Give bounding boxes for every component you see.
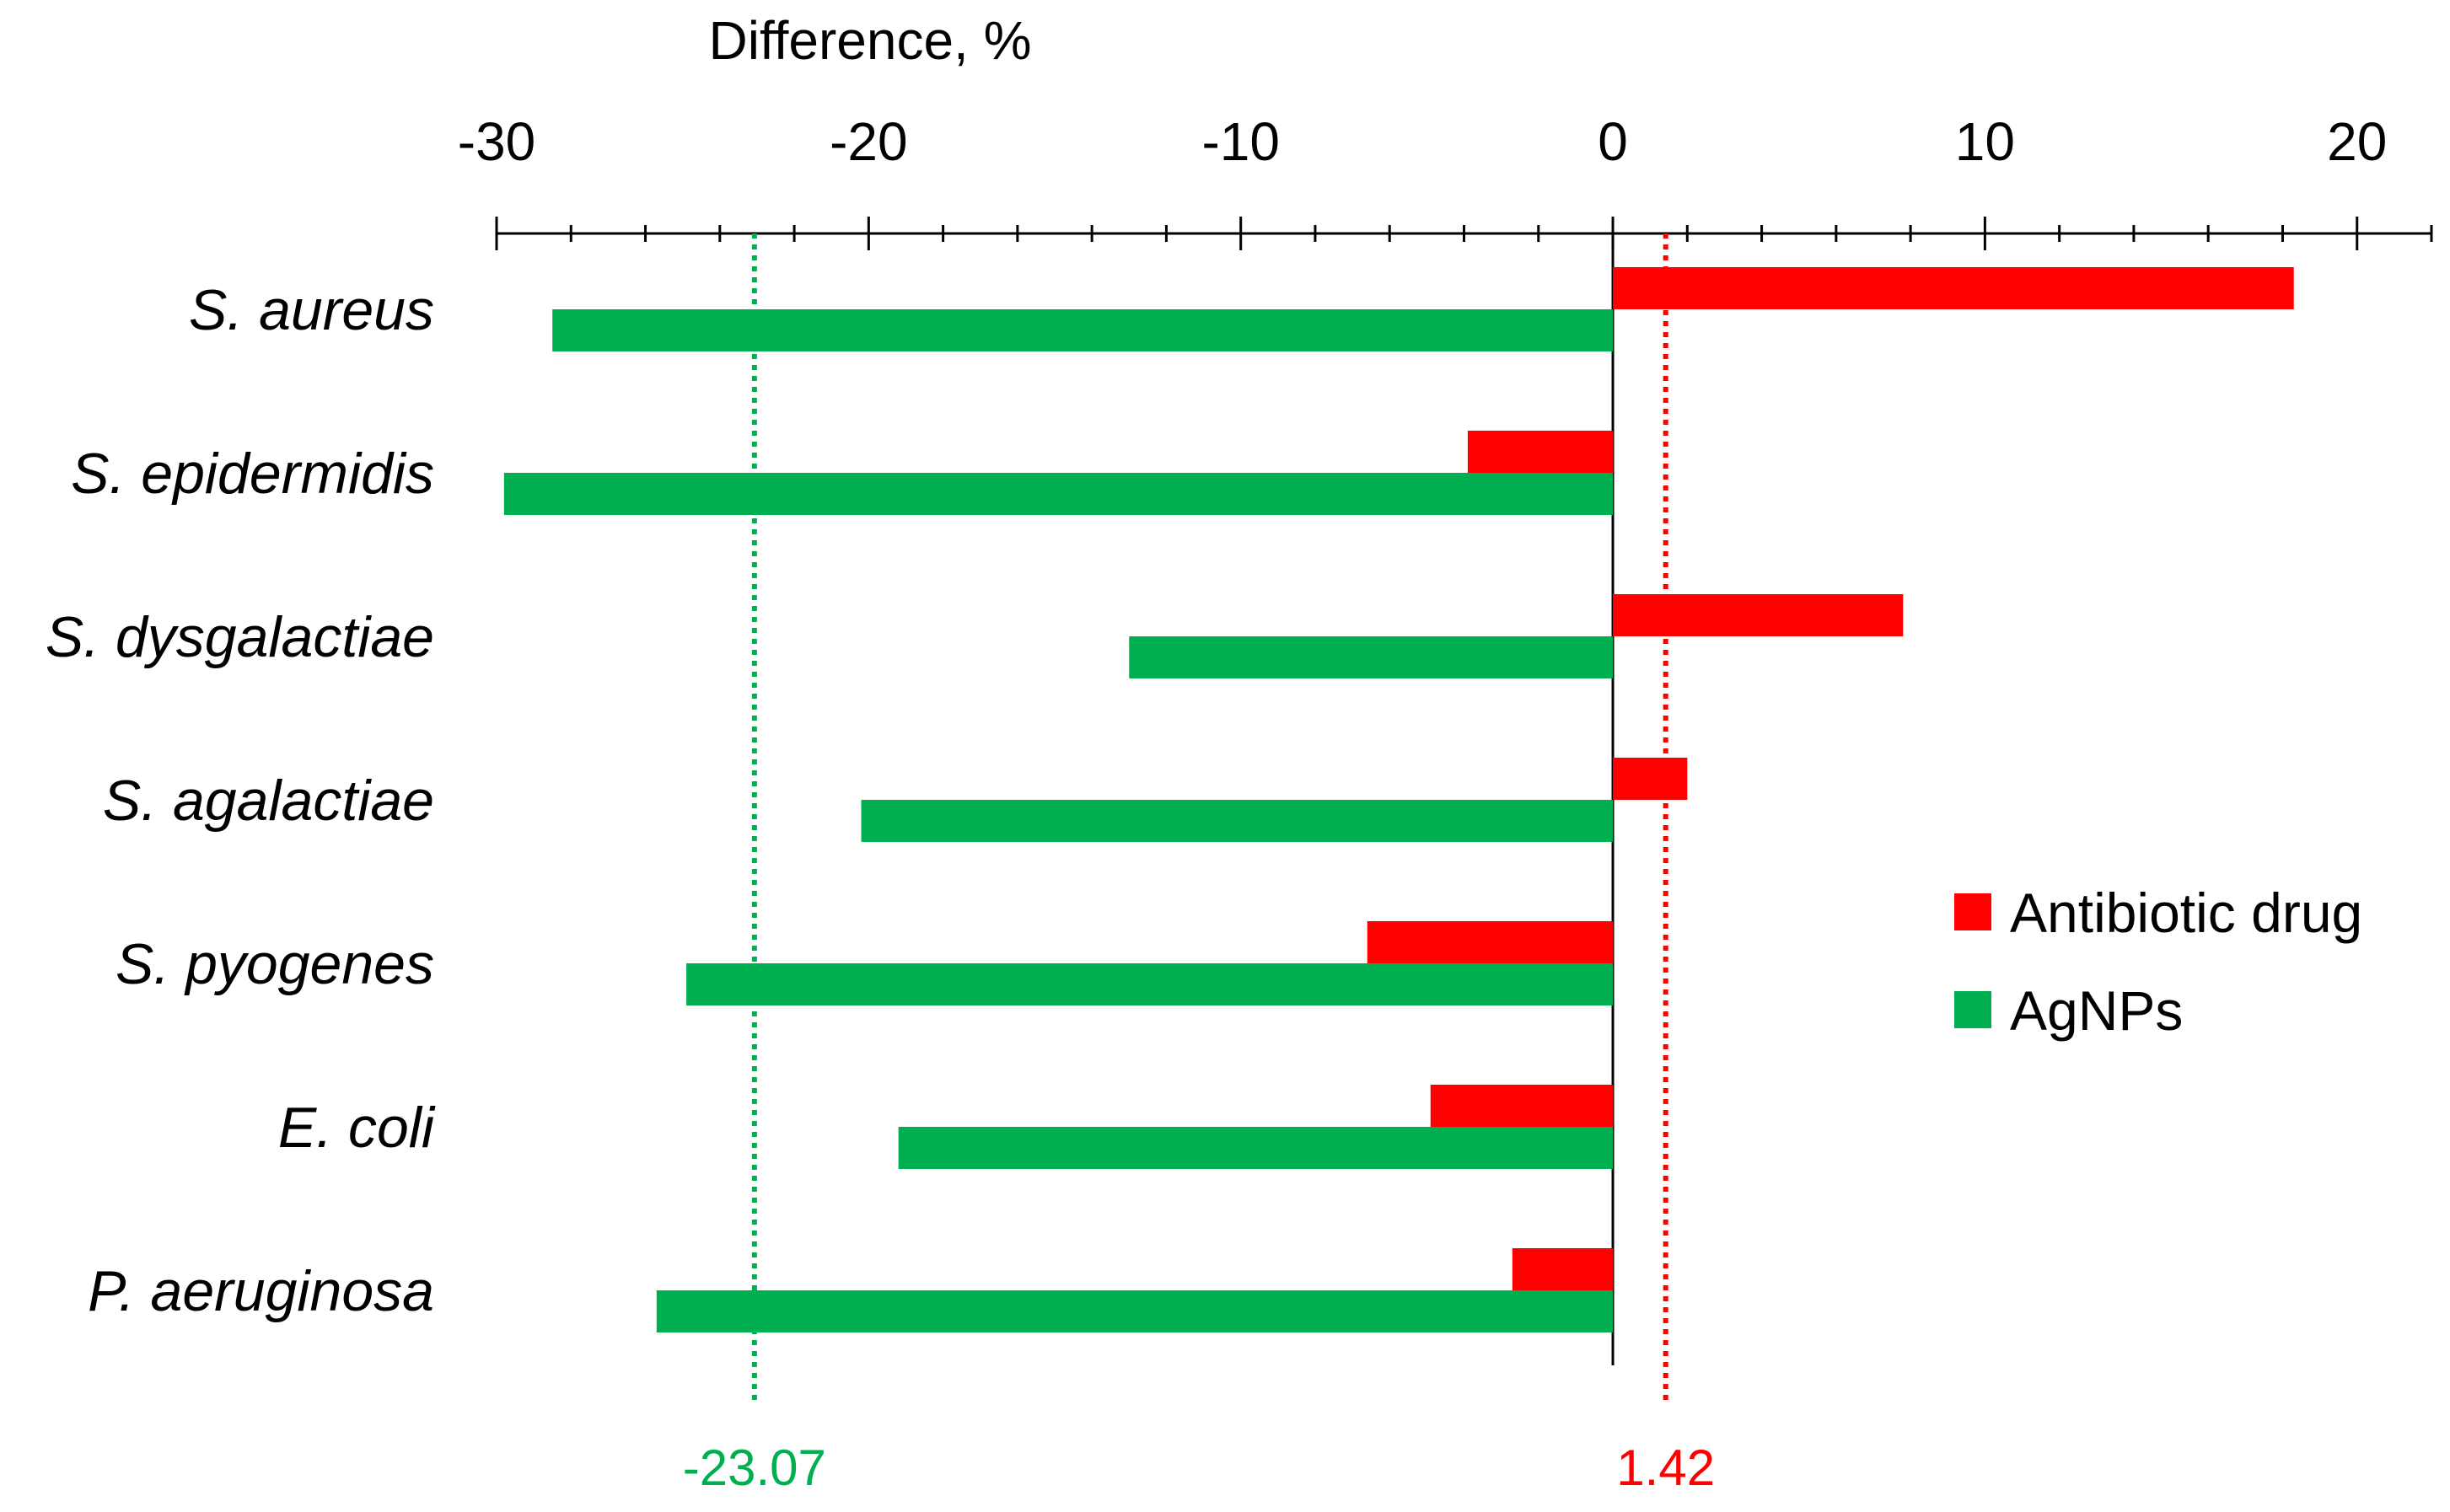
x-tick-label: -20 <box>830 111 908 172</box>
bar-antibiotic-3 <box>1613 758 1688 800</box>
category-label: P. aeruginosa <box>88 1259 434 1323</box>
category-label: S. dysgalactiae <box>46 605 434 669</box>
category-label: S. agalactiae <box>103 769 434 833</box>
x-axis-title: Difference, % <box>709 10 1032 71</box>
x-tick-label: -30 <box>458 111 536 172</box>
reference-label-agnps: -23.07 <box>683 1440 826 1496</box>
bar-agnps-6 <box>656 1290 1614 1332</box>
legend-swatch-agnps <box>1954 991 1991 1028</box>
x-tick-label: 20 <box>2327 111 2387 172</box>
reference-lines: -23.07 1.42 <box>683 233 1715 1496</box>
bar-antibiotic-5 <box>1430 1085 1614 1127</box>
bar-agnps-3 <box>861 800 1614 842</box>
bar-antibiotic-6 <box>1512 1248 1614 1290</box>
legend-label-antibiotic: Antibiotic drug <box>2010 882 2362 944</box>
bar-agnps-4 <box>686 963 1614 1005</box>
category-label: S. aureus <box>189 278 434 342</box>
bar-agnps-5 <box>898 1127 1614 1169</box>
category-label: S. pyogenes <box>116 932 434 996</box>
bar-antibiotic-0 <box>1613 267 2294 309</box>
bar-antibiotic-4 <box>1367 921 1614 963</box>
legend-label-agnps: AgNPs <box>2010 979 2183 1042</box>
bar-agnps-2 <box>1129 636 1614 678</box>
x-axis: -30 -20 -10 0 10 20 <box>458 111 2433 1365</box>
legend: Antibiotic drug AgNPs <box>1954 882 2362 1042</box>
x-tick-label: 0 <box>1598 111 1628 172</box>
bar-agnps-1 <box>503 473 1614 515</box>
bar-agnps-0 <box>552 309 1614 351</box>
bar-antibiotic-2 <box>1613 594 1904 636</box>
category-label: E. coli <box>278 1096 436 1160</box>
category-label: S. epidermidis <box>71 442 434 506</box>
category-labels: S. aureus S. epidermidis S. dysgalactiae S.… <box>46 278 436 1323</box>
reference-label-antibiotic: 1.42 <box>1616 1440 1715 1496</box>
bars <box>503 267 2294 1332</box>
x-tick-label: -10 <box>1201 111 1280 172</box>
legend-swatch-antibiotic <box>1954 893 1991 930</box>
x-tick-label: 10 <box>1955 111 2015 172</box>
bar-antibiotic-1 <box>1467 431 1614 473</box>
